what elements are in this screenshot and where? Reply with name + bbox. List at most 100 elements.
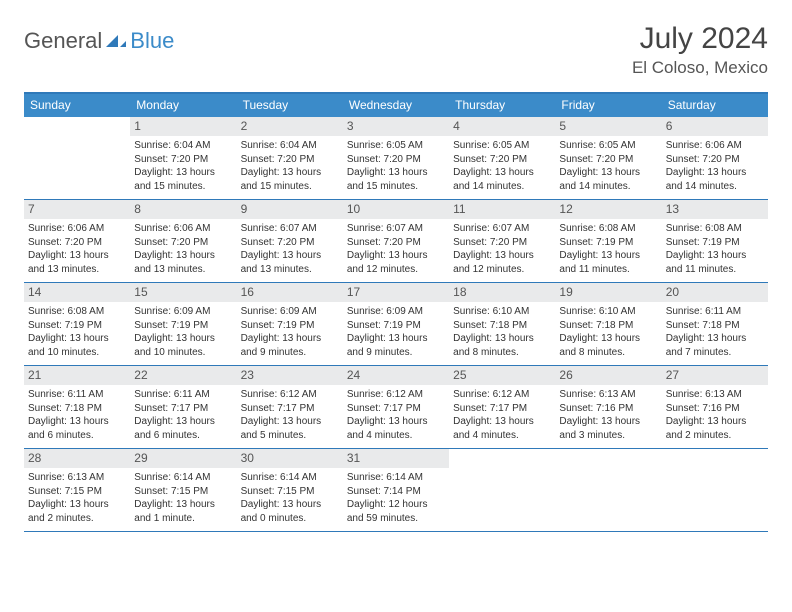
day-headers-row: Sunday Monday Tuesday Wednesday Thursday…: [24, 94, 768, 117]
daylight-text: Daylight: 13 hours and 15 minutes.: [241, 166, 339, 193]
cell-details: Sunrise: 6:06 AMSunset: 7:20 PMDaylight:…: [666, 139, 764, 193]
calendar-cell: 1 Sunrise: 6:04 AMSunset: 7:20 PMDaylight…: [130, 117, 236, 199]
day-number: 16: [237, 283, 343, 302]
day-number: 19: [555, 283, 661, 302]
sunrise-text: Sunrise: 6:12 AM: [453, 388, 551, 402]
calendar-cell: 26Sunrise: 6:13 AMSunset: 7:16 PMDayligh…: [555, 366, 661, 448]
calendar-week: 14Sunrise: 6:08 AMSunset: 7:19 PMDayligh…: [24, 283, 768, 366]
sunrise-text: Sunrise: 6:07 AM: [347, 222, 445, 236]
sunrise-text: Sunrise: 6:10 AM: [559, 305, 657, 319]
calendar-cell: [449, 449, 555, 531]
sunset-text: Sunset: 7:15 PM: [28, 485, 126, 499]
daylight-text: Daylight: 13 hours and 1 minute.: [134, 498, 232, 525]
calendar-cell: [662, 449, 768, 531]
sunrise-text: Sunrise: 6:11 AM: [134, 388, 232, 402]
day-number: 23: [237, 366, 343, 385]
day-number: [449, 449, 555, 454]
daylight-text: Daylight: 13 hours and 14 minutes.: [559, 166, 657, 193]
calendar-cell: 13Sunrise: 6:08 AMSunset: 7:19 PMDayligh…: [662, 200, 768, 282]
daylight-text: Daylight: 13 hours and 4 minutes.: [347, 415, 445, 442]
day-number: 31: [343, 449, 449, 468]
sunset-text: Sunset: 7:19 PM: [666, 236, 764, 250]
sunset-text: Sunset: 7:17 PM: [134, 402, 232, 416]
calendar-cell: 29Sunrise: 6:14 AMSunset: 7:15 PMDayligh…: [130, 449, 236, 531]
cell-details: Sunrise: 6:04 AMSunset: 7:20 PMDaylight:…: [241, 139, 339, 193]
day-number: 8: [130, 200, 236, 219]
cell-details: Sunrise: 6:13 AMSunset: 7:16 PMDaylight:…: [666, 388, 764, 442]
daylight-text: Daylight: 13 hours and 8 minutes.: [559, 332, 657, 359]
sunrise-text: Sunrise: 6:11 AM: [28, 388, 126, 402]
sunset-text: Sunset: 7:17 PM: [241, 402, 339, 416]
sunset-text: Sunset: 7:20 PM: [347, 236, 445, 250]
daylight-text: Daylight: 13 hours and 10 minutes.: [28, 332, 126, 359]
sunset-text: Sunset: 7:15 PM: [134, 485, 232, 499]
sunrise-text: Sunrise: 6:12 AM: [347, 388, 445, 402]
calendar-cell: 2Sunrise: 6:04 AMSunset: 7:20 PMDaylight…: [237, 117, 343, 199]
day-number: 29: [130, 449, 236, 468]
cell-details: Sunrise: 6:12 AMSunset: 7:17 PMDaylight:…: [241, 388, 339, 442]
cell-details: Sunrise: 6:09 AMSunset: 7:19 PMDaylight:…: [241, 305, 339, 359]
calendar-cell: 22Sunrise: 6:11 AMSunset: 7:17 PMDayligh…: [130, 366, 236, 448]
calendar-cell: 14Sunrise: 6:08 AMSunset: 7:19 PMDayligh…: [24, 283, 130, 365]
cell-details: Sunrise: 6:14 AMSunset: 7:15 PMDaylight:…: [241, 471, 339, 525]
day-number: 10: [343, 200, 449, 219]
day-number: 7: [24, 200, 130, 219]
calendar-cell: 17Sunrise: 6:09 AMSunset: 7:19 PMDayligh…: [343, 283, 449, 365]
sunrise-text: Sunrise: 6:05 AM: [559, 139, 657, 153]
calendar-cell: 25Sunrise: 6:12 AMSunset: 7:17 PMDayligh…: [449, 366, 555, 448]
day-number: 25: [449, 366, 555, 385]
day-number: [24, 117, 130, 122]
cell-details: Sunrise: 6:13 AMSunset: 7:15 PMDaylight:…: [28, 471, 126, 525]
calendar-grid: Sunday Monday Tuesday Wednesday Thursday…: [24, 92, 768, 532]
day-number: 9: [237, 200, 343, 219]
calendar-cell: 3Sunrise: 6:05 AMSunset: 7:20 PMDaylight…: [343, 117, 449, 199]
cell-details: Sunrise: 6:04 AMSunset: 7:20 PMDaylight:…: [134, 139, 232, 193]
day-number: 5: [555, 117, 661, 136]
cell-details: Sunrise: 6:06 AMSunset: 7:20 PMDaylight:…: [134, 222, 232, 276]
day-number: 6: [662, 117, 768, 136]
daylight-text: Daylight: 13 hours and 2 minutes.: [666, 415, 764, 442]
logo-sail-icon: [104, 33, 128, 49]
title-block: July 2024 El Coloso, Mexico: [632, 22, 768, 78]
sunrise-text: Sunrise: 6:09 AM: [347, 305, 445, 319]
calendar-cell: [555, 449, 661, 531]
day-header: Monday: [130, 94, 236, 117]
sunset-text: Sunset: 7:19 PM: [134, 319, 232, 333]
cell-details: Sunrise: 6:08 AMSunset: 7:19 PMDaylight:…: [559, 222, 657, 276]
cell-details: Sunrise: 6:09 AMSunset: 7:19 PMDaylight:…: [134, 305, 232, 359]
calendar-week: 1 Sunrise: 6:04 AMSunset: 7:20 PMDaylight…: [24, 117, 768, 200]
calendar-week: 7Sunrise: 6:06 AMSunset: 7:20 PMDaylight…: [24, 200, 768, 283]
calendar-cell: 18Sunrise: 6:10 AMSunset: 7:18 PMDayligh…: [449, 283, 555, 365]
day-number: 30: [237, 449, 343, 468]
sunset-text: Sunset: 7:20 PM: [28, 236, 126, 250]
sunset-text: Sunset: 7:20 PM: [453, 236, 551, 250]
sunset-text: Sunset: 7:18 PM: [453, 319, 551, 333]
calendar-cell: 19 Sunrise: 6:10 AMSunset: 7:18 PMDayligh…: [555, 283, 661, 365]
day-number: 27: [662, 366, 768, 385]
cell-details: Sunrise: 6:10 AMSunset: 7:18 PMDaylight:…: [559, 305, 657, 359]
day-number: 1: [130, 117, 236, 136]
sunset-text: Sunset: 7:20 PM: [347, 153, 445, 167]
sunset-text: Sunset: 7:19 PM: [559, 236, 657, 250]
daylight-text: Daylight: 13 hours and 3 minutes.: [559, 415, 657, 442]
sunrise-text: Sunrise: 6:06 AM: [666, 139, 764, 153]
brand-logo: General Blue: [24, 22, 174, 54]
day-number: 14: [24, 283, 130, 302]
daylight-text: Daylight: 13 hours and 8 minutes.: [453, 332, 551, 359]
sunrise-text: Sunrise: 6:08 AM: [666, 222, 764, 236]
cell-details: Sunrise: 6:12 AMSunset: 7:17 PMDaylight:…: [347, 388, 445, 442]
cell-details: Sunrise: 6:09 AMSunset: 7:19 PMDaylight:…: [347, 305, 445, 359]
daylight-text: Daylight: 13 hours and 6 minutes.: [134, 415, 232, 442]
sunset-text: Sunset: 7:20 PM: [134, 153, 232, 167]
daylight-text: Daylight: 13 hours and 11 minutes.: [559, 249, 657, 276]
cell-details: Sunrise: 6:07 AMSunset: 7:20 PMDaylight:…: [241, 222, 339, 276]
daylight-text: Daylight: 13 hours and 10 minutes.: [134, 332, 232, 359]
calendar-cell: 6 Sunrise: 6:06 AMSunset: 7:20 PMDaylight…: [662, 117, 768, 199]
day-header: Sunday: [24, 94, 130, 117]
sunset-text: Sunset: 7:16 PM: [559, 402, 657, 416]
cell-details: Sunrise: 6:07 AMSunset: 7:20 PMDaylight:…: [347, 222, 445, 276]
sunset-text: Sunset: 7:20 PM: [134, 236, 232, 250]
brand-part2: Blue: [130, 28, 174, 54]
daylight-text: Daylight: 13 hours and 6 minutes.: [28, 415, 126, 442]
daylight-text: Daylight: 13 hours and 2 minutes.: [28, 498, 126, 525]
